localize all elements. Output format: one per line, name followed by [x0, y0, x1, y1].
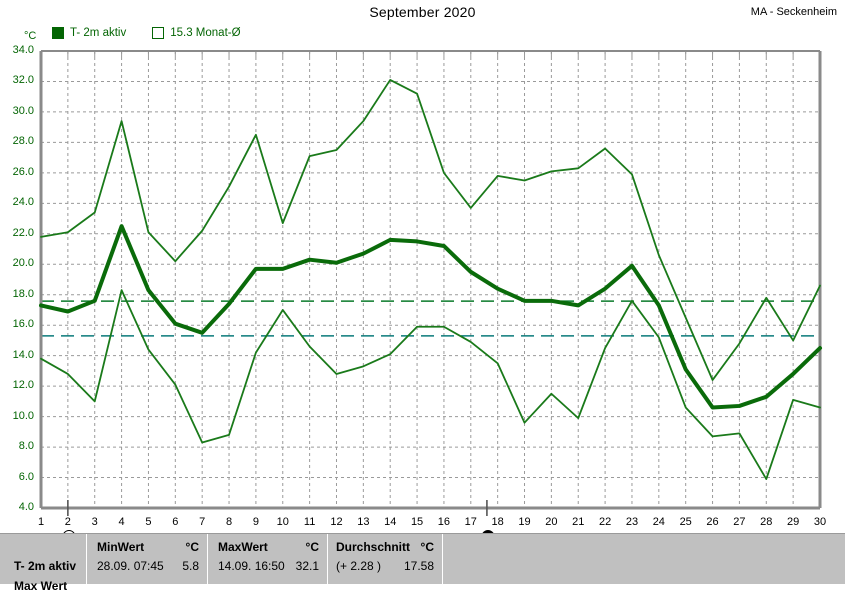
table-unit-max: °C — [305, 540, 319, 554]
table-unit-min: °C — [185, 540, 199, 554]
x-axis-tick-label: 14 — [384, 516, 397, 528]
x-axis-tick-label: 30 — [813, 516, 827, 528]
y-axis-tick-label: 30.0 — [12, 104, 34, 117]
y-axis-tick-label: 20.0 — [12, 257, 34, 270]
x-axis-tick-label: 21 — [572, 516, 585, 528]
legend-swatch-filled-icon — [52, 27, 64, 39]
table-unit-average: °C — [420, 540, 434, 554]
x-axis-tick-label: 23 — [625, 516, 639, 528]
chart-legend: T- 2m aktiv 15.3 Monat-Ø — [52, 27, 241, 39]
y-axis-tick-label: 10.0 — [12, 409, 34, 422]
y-axis-tick-label: 22.0 — [12, 226, 34, 239]
x-axis-tick-label: 10 — [276, 516, 289, 528]
legend-swatch-hollow-icon — [152, 27, 165, 39]
y-axis-tick-label: 28.0 — [12, 135, 34, 148]
x-axis-tick-label: 9 — [252, 516, 259, 528]
x-axis-tick-label: 20 — [545, 516, 558, 528]
table-value-min-time: 28.09. 07:45 — [97, 559, 164, 573]
legend-item-temp-active[interactable]: T- 2m aktiv — [52, 27, 126, 39]
x-axis-tick-label: 7 — [199, 516, 206, 528]
table-value-max-time: 14.09. 16:50 — [218, 559, 285, 573]
table-header-max: MaxWert — [218, 540, 268, 554]
legend-label-month-average: 15.3 Monat-Ø — [170, 27, 241, 39]
y-axis-tick-label: 6.0 — [18, 470, 34, 483]
x-axis-tick-label: 22 — [598, 516, 612, 528]
x-axis-tick-label: 8 — [225, 516, 233, 528]
x-axis-tick-label: 18 — [491, 516, 504, 528]
y-axis-tick-label: 16.0 — [12, 318, 34, 331]
x-axis-tick-label: 2 — [64, 516, 71, 528]
table-header-min: MinWert — [97, 540, 145, 554]
x-axis-tick-label: 12 — [330, 516, 343, 528]
temperature-line-chart — [39, 50, 822, 516]
table-row-label: T- 2m aktiv — [14, 559, 77, 573]
page-title: September 2020 — [369, 4, 476, 20]
table-cell-average[interactable]: Durchschnitt °C (+ 2.28 ) 17.58 — [327, 534, 442, 584]
x-axis-tick-label: 28 — [760, 516, 773, 528]
legend-label-temp-active: T- 2m aktiv — [70, 27, 127, 39]
x-axis-tick-label: 29 — [787, 516, 800, 528]
table-cell-empty — [442, 534, 845, 584]
y-axis-tick-label: 12.0 — [12, 379, 34, 392]
x-axis-tick-label: 13 — [357, 516, 370, 528]
y-axis-unit: °C — [24, 30, 37, 42]
x-axis-tick-label: 25 — [679, 516, 692, 528]
table-header-average: Durchschnitt — [336, 540, 411, 554]
x-axis-tick-label: 24 — [652, 516, 665, 528]
y-axis-tick-label: 8.0 — [18, 440, 34, 453]
x-axis-tick-label: 19 — [518, 516, 531, 528]
table-value-max-number: 32.1 — [295, 559, 319, 573]
y-axis-tick-label: 26.0 — [12, 165, 34, 178]
x-axis-tick-label: 26 — [706, 516, 719, 528]
summary-table: T- 2m aktiv Max Wert MinWert °C 28.09. 0… — [0, 533, 845, 593]
x-axis-tick-label: 5 — [145, 516, 152, 528]
legend-item-month-average[interactable]: 15.3 Monat-Ø — [152, 27, 241, 39]
table-cell-min[interactable]: MinWert °C 28.09. 07:45 5.8 — [86, 534, 207, 584]
table-value-average-number: 17.58 — [403, 559, 434, 573]
table-value-average-delta: (+ 2.28 ) — [336, 559, 382, 573]
x-axis-tick-label: 11 — [303, 516, 316, 528]
y-axis-tick-label: 4.0 — [18, 501, 34, 513]
x-axis-tick-label: 3 — [91, 516, 98, 528]
table-cell-max[interactable]: MaxWert °C 14.09. 16:50 32.1 — [207, 534, 327, 584]
x-axis-tick-label: 1 — [37, 516, 45, 528]
table-value-min-number: 5.8 — [182, 559, 199, 573]
x-axis-tick-label: 15 — [410, 516, 424, 528]
y-axis-tick-label: 24.0 — [12, 196, 34, 209]
y-axis-tick-label: 34.0 — [12, 44, 34, 56]
x-axis-tick-label: 27 — [733, 516, 746, 528]
table-row-label-secondary: Max Wert — [14, 579, 68, 593]
x-axis-tick-label: 6 — [172, 516, 179, 528]
y-axis-tick-label: 18.0 — [12, 287, 34, 300]
x-axis-tick-label: 4 — [118, 516, 125, 528]
y-axis-tick-label: 32.0 — [12, 74, 34, 87]
x-axis-tick-label: 17 — [464, 516, 477, 528]
station-name: MA - Seckenheim — [750, 6, 837, 18]
x-axis-tick-label: 16 — [437, 516, 451, 528]
chart-plot-area: 4.0 6.0 8.0 10.0 12.0 14.0 16.0 18.0 20.0 22.0 24.… — [12, 44, 826, 543]
y-axis-tick-label: 14.0 — [12, 348, 34, 361]
